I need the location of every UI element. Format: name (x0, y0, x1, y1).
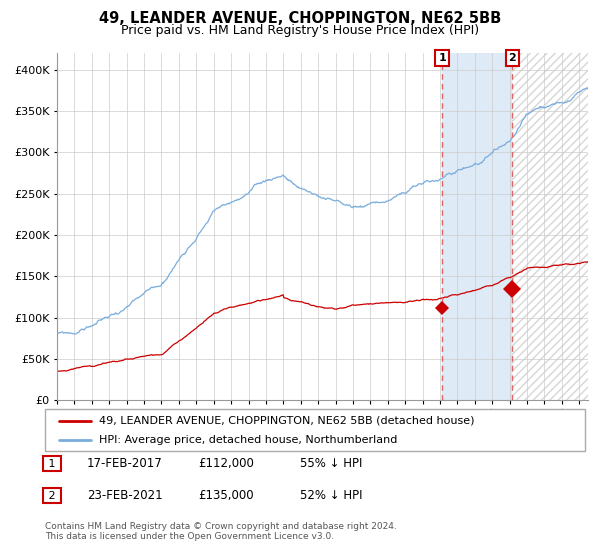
Text: 1: 1 (45, 459, 59, 469)
Text: 2: 2 (45, 491, 59, 501)
Bar (512, 53, 588, 400)
Text: 1: 1 (438, 53, 446, 63)
Bar (442, 53, 512, 400)
Text: 55% ↓ HPI: 55% ↓ HPI (300, 457, 362, 470)
Text: Price paid vs. HM Land Registry's House Price Index (HPI): Price paid vs. HM Land Registry's House … (121, 24, 479, 36)
Text: 2: 2 (508, 53, 516, 63)
Text: 49, LEANDER AVENUE, CHOPPINGTON, NE62 5BB (detached house): 49, LEANDER AVENUE, CHOPPINGTON, NE62 5B… (99, 416, 475, 426)
Text: 23-FEB-2021: 23-FEB-2021 (87, 489, 163, 502)
Text: £135,000: £135,000 (198, 489, 254, 502)
Text: HPI: Average price, detached house, Northumberland: HPI: Average price, detached house, Nort… (99, 435, 397, 445)
Text: £112,000: £112,000 (198, 457, 254, 470)
Text: 52% ↓ HPI: 52% ↓ HPI (300, 489, 362, 502)
Text: Contains HM Land Registry data © Crown copyright and database right 2024.
This d: Contains HM Land Registry data © Crown c… (45, 522, 397, 542)
Text: 49, LEANDER AVENUE, CHOPPINGTON, NE62 5BB: 49, LEANDER AVENUE, CHOPPINGTON, NE62 5B… (99, 11, 501, 26)
Text: 17-FEB-2017: 17-FEB-2017 (87, 457, 163, 470)
